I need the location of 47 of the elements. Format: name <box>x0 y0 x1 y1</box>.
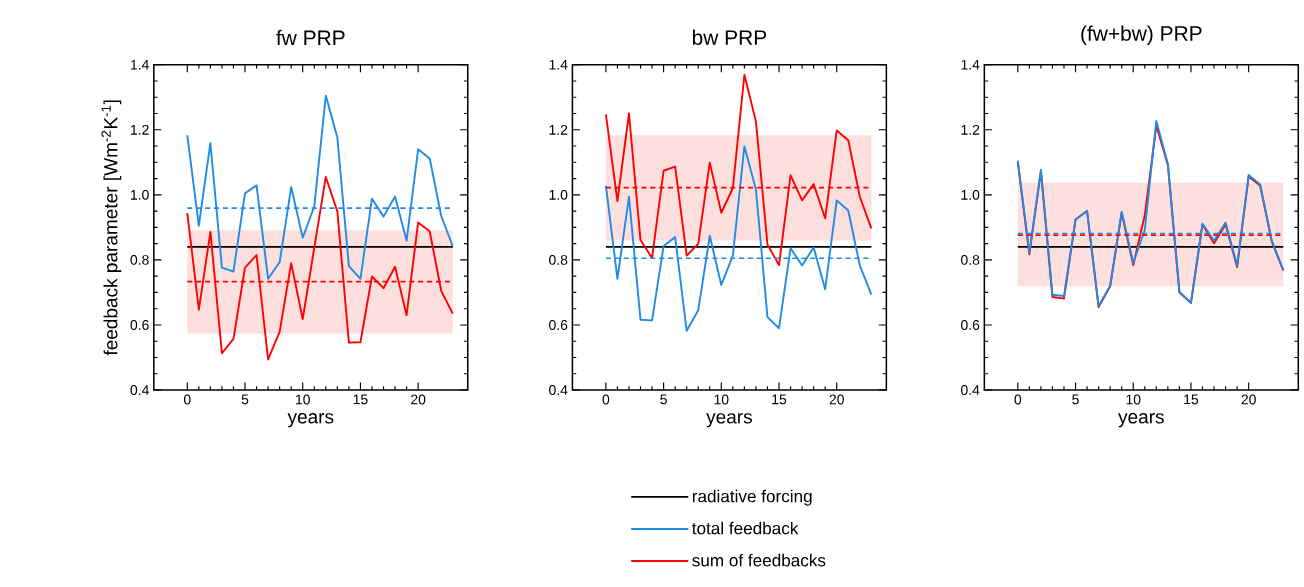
x-tick-label: 10 <box>714 394 729 405</box>
y-tick-label: 0.6 <box>549 320 568 330</box>
y-tick-label: 0.4 <box>549 385 568 395</box>
x-tick-label: 15 <box>353 394 368 405</box>
x-axis-title: years <box>1118 413 1164 428</box>
line-series <box>186 176 454 361</box>
x-tick-label: 15 <box>1184 394 1199 405</box>
y-tick-label: 1.2 <box>961 124 980 135</box>
y-tick-label: 1.2 <box>131 124 149 135</box>
chart-title: fw PRP <box>276 29 345 45</box>
x-tick-label: 10 <box>296 394 310 405</box>
x-tick-label: 5 <box>660 394 667 405</box>
y-tick-label: 0.8 <box>549 254 568 265</box>
legend-label: total feedback <box>692 521 799 535</box>
y-tick-label: 1.0 <box>961 189 980 200</box>
y-tick-label: 0.8 <box>130 254 149 265</box>
y-tick-label: 0.6 <box>961 320 980 330</box>
y-tick-label: 0.8 <box>961 254 980 265</box>
legend-label: sum of feedbacks <box>692 553 826 567</box>
y-tick-label: 1.0 <box>549 189 568 200</box>
line-series <box>604 145 873 332</box>
y-tick-label: 0.4 <box>130 385 149 395</box>
y-tick-label: 1.0 <box>131 189 149 200</box>
y-tick-label: 0.6 <box>130 320 149 330</box>
x-tick-label: 5 <box>1072 394 1079 405</box>
line-series <box>604 73 873 267</box>
x-tick-label: 0 <box>602 394 610 405</box>
x-tick-label: 10 <box>1126 394 1141 405</box>
x-tick-label: 20 <box>829 394 844 405</box>
y-tick-label: 1.4 <box>961 59 980 70</box>
y-tick-label: 0.4 <box>961 385 980 395</box>
y-tick-label: 1.2 <box>549 124 568 135</box>
y-axis-title: feedback parameter [Wm$^{-2}$K$^{-1}$] <box>101 100 122 356</box>
x-axis-title: years <box>706 413 752 428</box>
legend-label: radiative forcing <box>692 489 812 506</box>
y-tick-label: 1.4 <box>549 59 568 70</box>
line-series <box>186 94 454 280</box>
x-tick-label: 15 <box>772 394 787 405</box>
x-tick-label: 20 <box>1241 394 1256 405</box>
x-axis-title: years <box>287 413 334 428</box>
chart-title: (fw+bw) PRP <box>1081 25 1202 45</box>
chart-title: bw PRP <box>692 29 767 45</box>
x-tick-label: 5 <box>241 394 249 405</box>
x-tick-label: 0 <box>1014 394 1022 405</box>
x-tick-label: 20 <box>411 394 426 405</box>
y-tick-label: 1.4 <box>131 59 149 70</box>
x-tick-label: 0 <box>183 394 191 405</box>
